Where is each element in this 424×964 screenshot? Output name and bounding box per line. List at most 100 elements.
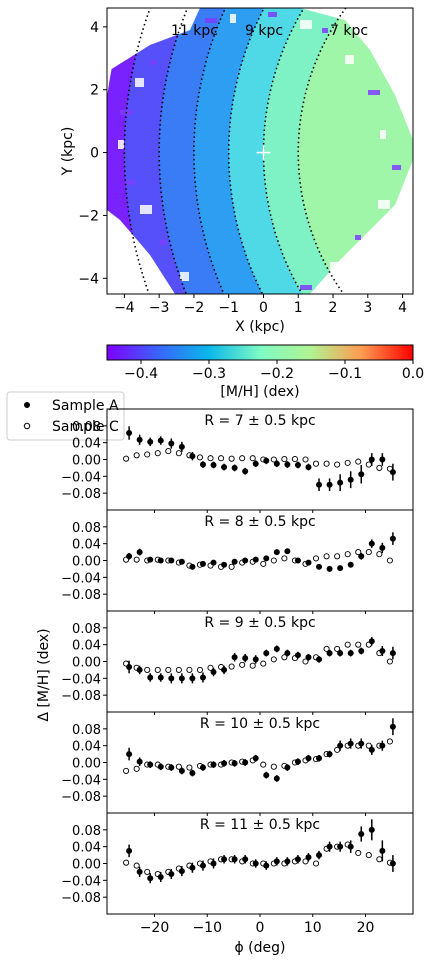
map-x-tick-label: 4 — [398, 300, 407, 316]
map-edge-pixel — [230, 14, 236, 23]
panel-y-tick-label: −0.08 — [61, 790, 101, 805]
map-frame — [106, 7, 414, 295]
sample-a-point — [221, 760, 228, 767]
sample-a-point — [347, 476, 354, 483]
sample-a-point — [136, 549, 143, 556]
panel-title: R = 11 ± 0.5 kpc — [200, 817, 320, 833]
sample-a-point — [178, 558, 185, 565]
sample-c-point — [123, 767, 130, 774]
phi-tick-label: 20 — [357, 920, 375, 936]
panel-y-tick-label: 0.00 — [72, 454, 101, 469]
sample-c-point — [144, 868, 151, 875]
panel-y-tick-label: −0.08 — [61, 487, 101, 502]
panel-y-tick-label: 0.00 — [72, 858, 101, 873]
sample-a-point — [294, 758, 301, 765]
sample-c-point — [260, 660, 267, 667]
panel-y-tick-label: −0.04 — [61, 874, 101, 889]
sample-a-point — [136, 868, 143, 875]
sample-a-point — [168, 764, 175, 771]
sample-c-point — [228, 563, 235, 570]
sample-a-point — [136, 436, 143, 443]
map-edge-pixel — [345, 55, 354, 64]
panel-title: R = 7 ± 0.5 kpc — [204, 413, 315, 429]
sample-a-point — [368, 456, 375, 463]
sample-c-point — [312, 555, 320, 562]
sample-a-point — [284, 858, 291, 865]
sample-a-point — [126, 429, 133, 436]
sample-a-point — [147, 761, 154, 768]
sample-c-point — [133, 765, 140, 772]
sample-a-point — [210, 761, 217, 768]
sample-c-point — [270, 763, 277, 770]
sample-a-point — [326, 650, 333, 657]
sample-a-point — [252, 656, 259, 663]
sample-c-point — [165, 448, 172, 455]
sample-c-point — [133, 556, 140, 563]
sample-a-point — [242, 856, 249, 863]
map-x-label: X (kpc) — [235, 319, 285, 335]
sample-c-point — [355, 849, 362, 857]
map-edge-pixel — [150, 60, 156, 65]
colorbar: −0.4 −0.3 −0.2 −0.1 0.0 [M/H] (dex) — [106, 344, 424, 400]
sample-a-point — [294, 856, 301, 863]
sample-a-point — [337, 650, 344, 657]
map-edge-pixel — [378, 200, 390, 209]
sample-a-point — [389, 650, 396, 657]
sample-a-point — [147, 674, 154, 681]
sample-a-point — [242, 468, 249, 475]
sample-c-point — [323, 645, 330, 652]
map-y-tick-label: −2 — [78, 208, 99, 224]
sample-a-point — [252, 460, 259, 467]
sample-c-point — [334, 461, 341, 468]
sample-c-point — [281, 654, 288, 661]
colorbar-gradient — [106, 344, 414, 361]
panel-y-tick-label: 0.00 — [72, 555, 101, 570]
legend: Sample A Sample C — [6, 391, 125, 441]
sample-c-point — [291, 456, 298, 463]
sample-a-point — [221, 561, 228, 568]
sample-c-point — [386, 658, 393, 665]
sample-c-point — [123, 859, 130, 866]
panel-y-tick-label: 0.04 — [72, 639, 101, 654]
map-edge-pixel — [268, 12, 277, 17]
legend-box — [6, 391, 125, 441]
panel-y-tick-label: −0.08 — [61, 689, 101, 704]
sample-c-point — [270, 656, 277, 663]
sample-a-point — [126, 847, 133, 854]
map-edge-pixel — [180, 272, 189, 281]
sample-a-point — [210, 559, 217, 566]
sample-a-point — [147, 556, 154, 563]
sample-a-point — [199, 862, 206, 869]
panel-1: R = 7 ± 0.5 kpc 0.08 0.04 0.00−0.04 −0.08 — [61, 408, 414, 511]
panel-y-tick-label: −0.08 — [61, 891, 101, 906]
sample-a-point — [136, 758, 143, 765]
sample-a-point — [126, 751, 133, 758]
sample-a-point — [284, 548, 291, 555]
map-edge-pixel — [380, 130, 386, 139]
sample-a-point — [379, 647, 386, 654]
panel-5: R = 11 ± 0.5 kpc 0.08 0.04 0.00−0.04 −0.08 — [61, 812, 414, 915]
panel-title: R = 9 ± 0.5 kpc — [204, 615, 315, 631]
map-x-ticks: −4 −3 −2 −1 0 1 2 3 4 — [114, 294, 407, 316]
sample-a-point — [358, 740, 365, 747]
sample-a-point — [157, 437, 164, 444]
sample-a-point — [337, 565, 344, 572]
sample-a-point — [231, 856, 238, 863]
sample-c-point — [355, 549, 362, 556]
map-x-tick-label: −2 — [184, 300, 205, 316]
map-y-tick-label: 2 — [90, 83, 99, 99]
ring-12-kpc — [123, 8, 152, 294]
sample-a-point — [326, 481, 333, 488]
ring-label-7: 7 kpc — [330, 23, 368, 39]
sample-c-point — [133, 452, 140, 459]
sample-a-point — [358, 471, 365, 478]
sample-a-point — [305, 559, 312, 566]
sample-c-point — [323, 460, 330, 467]
map-x-tick-label: −3 — [149, 300, 170, 316]
sample-a-point — [347, 843, 354, 850]
sample-c-point — [376, 856, 383, 863]
sample-a-point — [189, 675, 196, 682]
colorbar-tick-label: −0.2 — [260, 366, 294, 382]
map-edge-pixel — [126, 180, 135, 185]
sample-a-point — [316, 656, 323, 663]
